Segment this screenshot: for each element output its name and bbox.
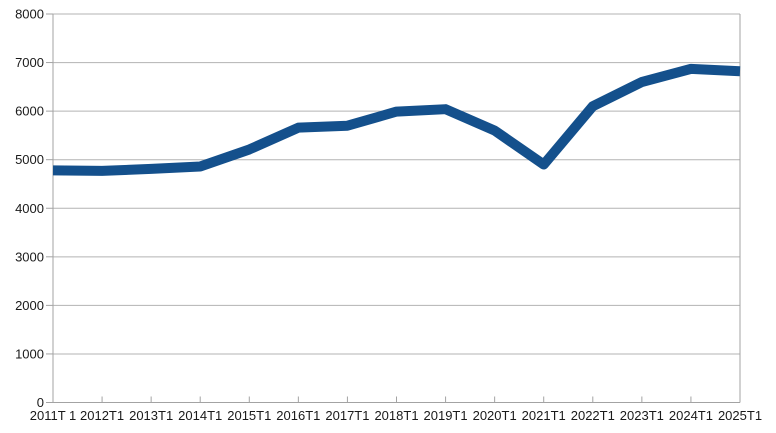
y-tick-label: 0 [37,395,44,410]
x-tick-label: 2011T 1 [30,408,77,423]
y-tick-label: 4000 [15,201,44,216]
x-tick-label: 2012T1 [80,408,124,423]
x-tick-label: 2014T1 [178,408,222,423]
x-tick-label: 2025T1 [718,408,762,423]
y-tick-label: 2000 [15,298,44,313]
y-tick-label: 8000 [15,7,44,22]
x-tick-label: 2017T1 [325,408,369,423]
x-tick-label: 2018T1 [374,408,418,423]
gridlines [53,13,740,355]
x-tick-label: 2020T1 [473,408,517,423]
y-tick-label: 7000 [15,55,44,70]
y-tick-label: 1000 [15,346,44,361]
x-tick-label: 2021T1 [522,408,566,423]
x-tick-label: 2024T1 [669,408,713,423]
x-tick-label: 2023T1 [620,408,664,423]
x-tick-label: 2013T1 [129,408,173,423]
x-tick-label: 2019T1 [424,408,468,423]
y-tick-label: 6000 [15,104,44,119]
data-line [52,63,741,176]
x-tick-label: 2016T1 [276,408,320,423]
axis-ticks [46,13,741,403]
y-tick-label: 5000 [15,152,44,167]
y-tick-label: 3000 [15,249,44,264]
x-tick-labels: 2011T 1 2012T1 2013T1 2014T1 2015T1 2016T1 201… [30,408,762,423]
data-series [52,63,741,176]
x-tick-label: 2022T1 [571,408,615,423]
y-tick-labels: 0 1000 2000 3000 4000 5000 6000 7000 8000 [15,7,44,411]
x-tick-label: 2015T1 [227,408,271,423]
